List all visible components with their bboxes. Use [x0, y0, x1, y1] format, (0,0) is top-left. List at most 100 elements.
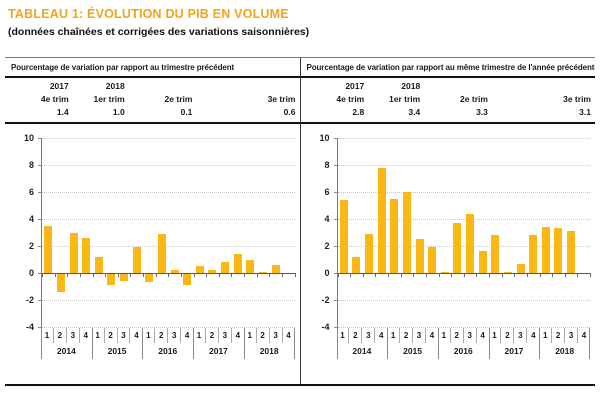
y-axis-label: 6 — [324, 187, 330, 197]
year-separator — [41, 328, 42, 359]
gridline — [337, 219, 590, 220]
y-axis-tick — [38, 138, 42, 139]
quarters-row: 4e trim 1er trim 2e trim 3e trim — [301, 93, 596, 106]
quarter-tick-label: 1 — [92, 328, 105, 343]
year-tick-label: 2014 — [352, 346, 372, 356]
quarter-tick-label: 4 — [83, 331, 88, 340]
quarter-tick-label: 2 — [400, 328, 414, 343]
bar — [271, 264, 280, 273]
bar — [554, 228, 563, 273]
y-axis-tick — [333, 273, 338, 274]
y-axis-label: 4 — [324, 214, 330, 224]
x-axis-tick — [577, 273, 579, 277]
quarter-tick-label: 2 — [349, 328, 363, 343]
quarter-tick-label: 4 — [581, 331, 587, 340]
bar — [352, 256, 361, 273]
y-axis-tick — [38, 300, 42, 301]
gridline — [42, 192, 295, 193]
year-cell — [196, 80, 299, 93]
quarter-tick-label: 1 — [387, 328, 401, 343]
bar — [339, 200, 348, 273]
value-cell: 1.4 — [56, 107, 69, 117]
bar — [428, 247, 437, 273]
quarter-cell: 2e trim — [460, 94, 488, 104]
bar — [415, 239, 424, 273]
quarter-tick-label: 2 — [54, 328, 67, 343]
year-separator — [387, 328, 389, 359]
year-separator — [539, 328, 541, 359]
y-axis-label: 2 — [28, 241, 34, 251]
panel-quarter-on-quarter: Pourcentage de variation par rapport au … — [5, 58, 300, 384]
y-axis-label: 6 — [28, 187, 34, 197]
year-tick-label: 2016 — [158, 346, 178, 356]
quarter-tick-label: 2 — [105, 328, 118, 343]
x-axis-tick — [564, 273, 566, 277]
panel-header: Pourcentage de variation par rapport au … — [5, 58, 300, 78]
year-labels-row: 2014 2015 2016 2017 2018 — [337, 343, 591, 359]
quarter-tick-label: 3 — [168, 328, 182, 343]
quarter-cell: 3e trim — [563, 94, 591, 104]
quarter-tick-label: 4 — [379, 331, 384, 340]
y-axis-label: -4 — [321, 322, 330, 332]
quarter-tick-label: 3 — [362, 328, 376, 343]
page-subtitle: (données chaînées et corrigées des varia… — [8, 26, 310, 38]
quarter-tick-label: 2 — [155, 328, 169, 343]
y-axis-label: 10 — [319, 133, 330, 143]
year-tick-label: 2018 — [259, 346, 279, 356]
quarter-tick-label: 1 — [489, 328, 502, 343]
year-cell: 2017 — [345, 81, 365, 91]
year-tick-label: 2015 — [107, 346, 127, 356]
year-cell — [424, 80, 492, 93]
gridline — [42, 300, 295, 301]
year-cell: 2017 — [49, 81, 69, 91]
y-axis-label: 0 — [324, 268, 330, 278]
x-axis-tick — [193, 273, 195, 277]
y-axis-label: 8 — [28, 160, 34, 170]
x-axis-tick — [489, 273, 490, 277]
year-cell: 2018 — [401, 81, 421, 91]
years-row: 2017 2018 — [5, 80, 300, 93]
x-axis-tick — [92, 273, 94, 277]
plot-area: 10 8 6 4 2 0 -2 -4 — [24, 133, 296, 332]
x-axis-tick — [526, 273, 528, 277]
quarter-tick-label: 4 — [286, 331, 291, 340]
quarter-tick-label: 3 — [413, 328, 426, 343]
value-cell: 1.0 — [112, 107, 125, 117]
bar — [221, 262, 230, 273]
x-axis-tick — [375, 273, 377, 277]
y-axis-tick — [333, 165, 338, 166]
quarter-tick-label: 3 — [270, 328, 283, 343]
bar — [258, 271, 267, 273]
x-axis-tick — [400, 273, 402, 277]
x-axis-tick — [514, 273, 516, 277]
bar — [390, 198, 399, 273]
table-panels: Pourcentage de variation par rapport au … — [5, 57, 595, 386]
x-axis-tick — [451, 273, 453, 277]
quarter-tick-label: 4 — [429, 331, 435, 340]
gridline — [42, 327, 295, 328]
quarter-tick-label: 4 — [480, 331, 485, 340]
bar — [145, 274, 154, 283]
year-separator — [91, 328, 93, 359]
value-cell: 3.3 — [476, 107, 488, 117]
x-axis-tick — [79, 273, 81, 277]
year-tick-label: 2014 — [56, 346, 76, 356]
year-separator — [589, 328, 590, 359]
bar — [170, 270, 179, 273]
bar — [82, 237, 91, 273]
gridline — [42, 138, 295, 139]
years-row: 2017 2018 — [301, 80, 596, 93]
quarter-cell: 1er trim — [389, 94, 421, 104]
x-axis-tick — [294, 273, 296, 277]
year-cell — [492, 80, 595, 93]
quarter-tick-label: 3 — [514, 328, 528, 343]
year-labels-row: 2014 2015 2016 2017 2018 — [41, 343, 295, 359]
value-cell: 0.6 — [283, 107, 296, 117]
quarter-tick-label: 1 — [41, 328, 54, 343]
x-axis-tick — [54, 273, 56, 277]
bar — [516, 263, 525, 273]
year-separator — [488, 328, 490, 359]
bar — [529, 235, 538, 273]
bar — [94, 256, 103, 273]
quarter-tick-label: 2 — [206, 328, 219, 343]
